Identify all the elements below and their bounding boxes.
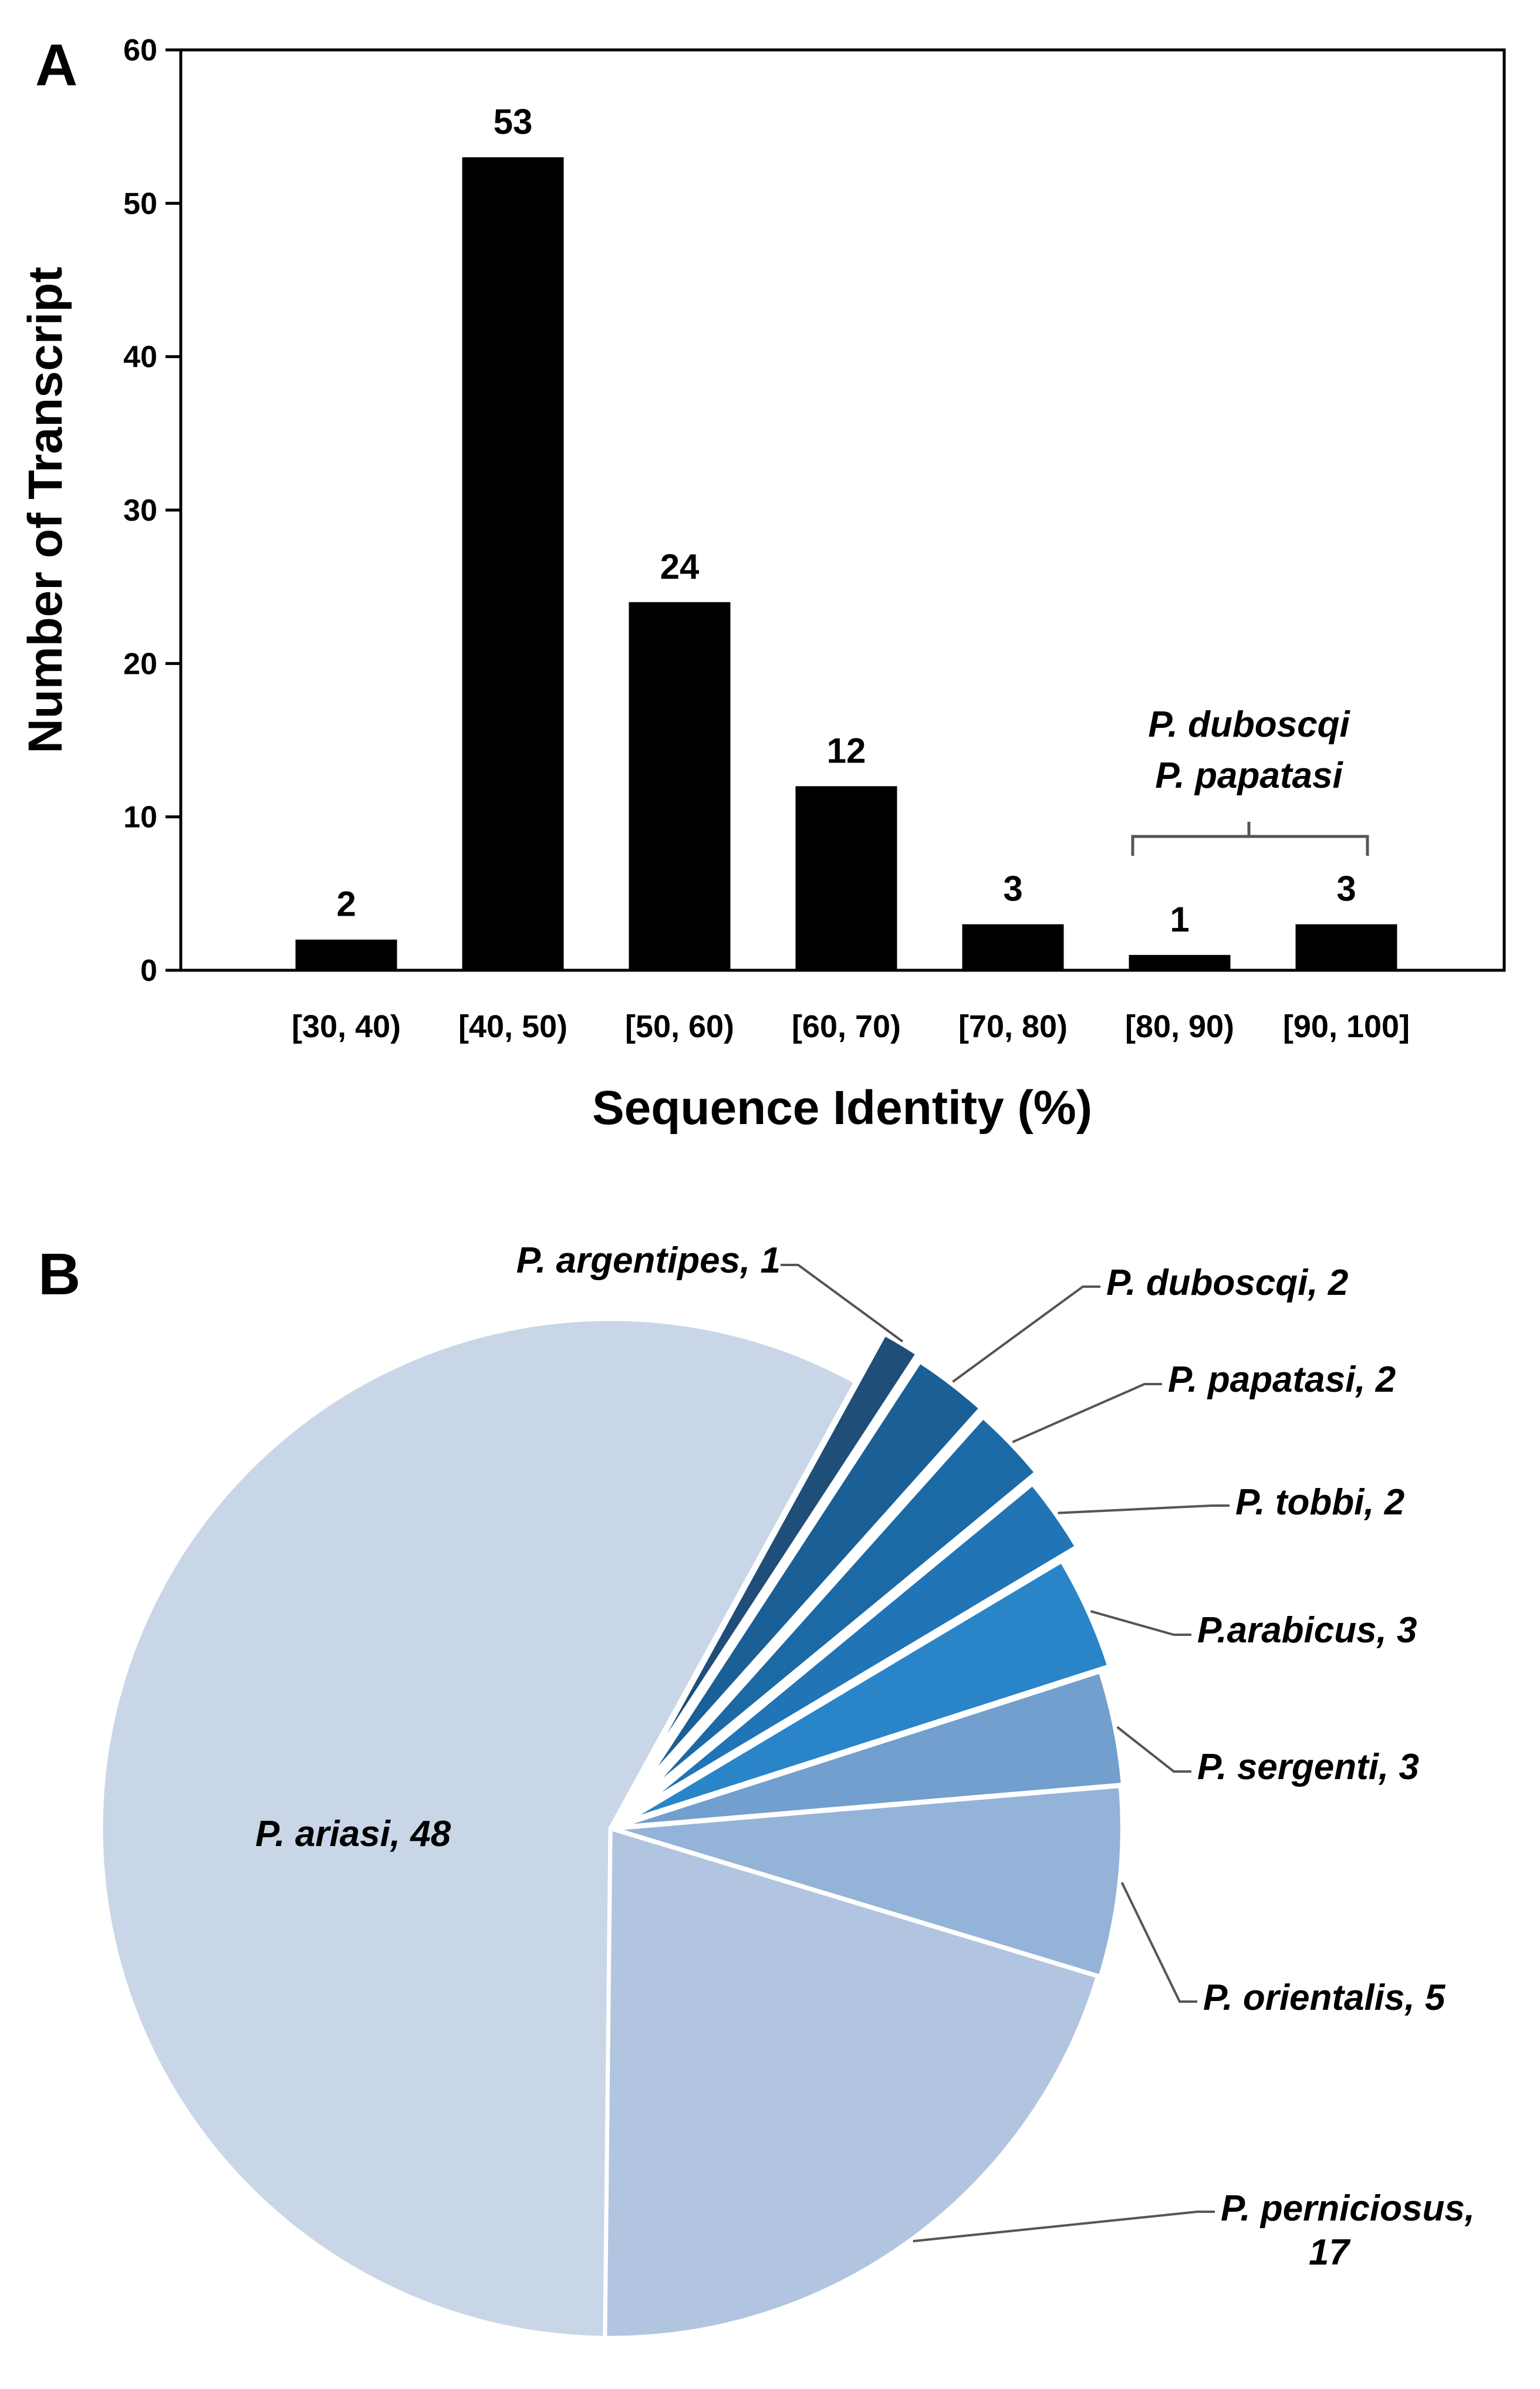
- pie-label: P. sergenti, 3: [1197, 1747, 1419, 1787]
- x-tick-label: [60, 70): [792, 1009, 901, 1044]
- pie-label: P. argentipes, 1: [516, 1240, 781, 1281]
- bar: [1295, 924, 1397, 970]
- pie-label: P. perniciosus,: [1221, 2188, 1475, 2229]
- leader-line: [913, 2211, 1215, 2243]
- pie-slice: [639, 1358, 984, 1790]
- pie-labels: P. argentipes, 1 P. duboscqi, 2 P. papatas…: [255, 1240, 1475, 2273]
- x-tick-label: [90, 100]: [1283, 1009, 1410, 1044]
- panel-label-a: A: [35, 32, 77, 98]
- leader-line: [1116, 1726, 1191, 1773]
- x-tick-label: [30, 40): [292, 1009, 401, 1044]
- pie-slice: [612, 1783, 1124, 1979]
- leader-line: [1058, 1504, 1230, 1514]
- bar: [629, 602, 731, 970]
- pie-label: 17: [1309, 2232, 1350, 2273]
- pie-chart-panel: B P. argentipes, 1 P. duboscqi, 2 P. papat…: [38, 1240, 1475, 2340]
- panel-label-b: B: [38, 1241, 80, 1307]
- pie-slice: [99, 1317, 859, 2340]
- bar-value-label: 3: [1003, 869, 1022, 909]
- pie-slice: [638, 1480, 1080, 1810]
- species-annotation: P. duboscqi P. papatasi: [1131, 704, 1369, 856]
- leader-line: [952, 1285, 1100, 1383]
- pie-slice: [623, 1558, 1112, 1824]
- bar: [795, 786, 897, 970]
- bar-value-label: 24: [660, 547, 700, 586]
- y-axis: 0 10 20 30 40 50 60: [123, 33, 181, 988]
- bar: [1129, 954, 1231, 970]
- y-tick-label: 30: [123, 494, 157, 528]
- bar-value-label: 53: [494, 102, 533, 141]
- bar: [962, 924, 1064, 970]
- pie-slices: [99, 1317, 1126, 2340]
- y-tick-label: 50: [123, 187, 157, 221]
- x-tick-label: [80, 90): [1125, 1009, 1234, 1044]
- pie-label: P. ariasi, 48: [255, 1814, 451, 1854]
- x-axis: [30, 40) [40, 50) [50, 60) [60, 70) [70, 80)…: [292, 1009, 1410, 1044]
- bar: [295, 939, 397, 970]
- pie-label: P. orientalis, 5: [1203, 1978, 1446, 2018]
- bar-value-label: 2: [336, 885, 356, 924]
- pie-slice: [614, 1669, 1126, 1830]
- bar-value-label: 1: [1170, 900, 1189, 939]
- pie-label: P. papatasi, 2: [1168, 1359, 1396, 1400]
- bar-value-label: 12: [827, 731, 866, 770]
- pie-slice: [603, 1826, 1101, 2340]
- pie-slice: [637, 1331, 921, 1782]
- pie-label: P. duboscqi, 2: [1106, 1263, 1348, 1303]
- x-tick-label: [50, 60): [625, 1009, 734, 1044]
- annotation-line-2: P. papatasi: [1155, 755, 1343, 796]
- y-axis-label: Number of Transcript: [19, 266, 72, 753]
- leader-lines: [781, 1264, 1230, 2243]
- x-axis-label: Sequence Identity (%): [592, 1081, 1092, 1135]
- pie-label: P. tobbi, 2: [1235, 1482, 1404, 1523]
- pie-slice: [641, 1413, 1039, 1799]
- leader-line: [1120, 1882, 1197, 2003]
- bar-chart-panel: A 0 10 20 30 40 50 60 2 53 24 12 3 1 3 [30, 40) [40, …: [19, 32, 1506, 1135]
- bar: [462, 157, 564, 970]
- x-tick-label: [40, 50): [458, 1009, 568, 1044]
- leader-line: [1090, 1610, 1191, 1636]
- bars: 2 53 24 12 3 1 3: [295, 102, 1397, 970]
- y-tick-label: 0: [140, 954, 157, 988]
- y-tick-label: 40: [123, 340, 157, 374]
- leader-line: [1012, 1383, 1162, 1443]
- pie-label: P.arabicus, 3: [1197, 1610, 1417, 1651]
- x-tick-label: [70, 80): [958, 1009, 1068, 1044]
- bar-value-label: 3: [1336, 869, 1356, 909]
- annotation-line-1: P. duboscqi: [1148, 704, 1350, 745]
- annotation-bracket: [1131, 822, 1369, 856]
- y-tick-label: 10: [123, 801, 157, 835]
- y-tick-label: 60: [123, 33, 157, 68]
- y-tick-label: 20: [123, 647, 157, 681]
- leader-line: [781, 1264, 904, 1343]
